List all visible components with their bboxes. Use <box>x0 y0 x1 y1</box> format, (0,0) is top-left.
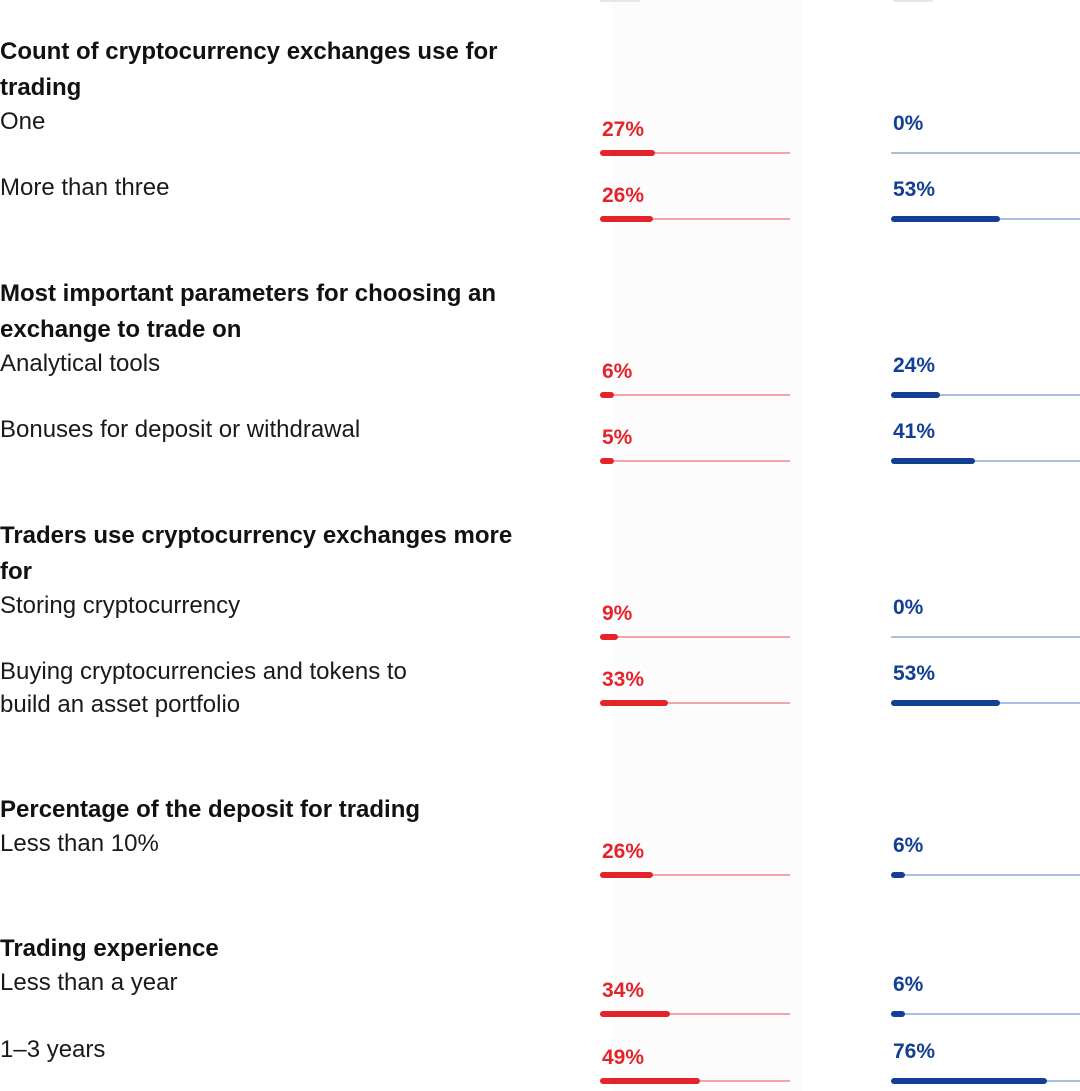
bar <box>891 392 941 398</box>
bar <box>600 1078 701 1084</box>
bar-track <box>600 218 790 220</box>
row-label: Bonuses for deposit or withdrawal <box>0 416 361 443</box>
bar-track <box>600 874 790 876</box>
bar <box>600 872 654 878</box>
column-background <box>612 0 802 1091</box>
group-heading: Most important parameters for choosing a… <box>0 280 497 343</box>
data-label: 53% <box>893 662 936 685</box>
row-label: 1–3 years <box>0 1036 106 1063</box>
data-label: 24% <box>893 354 936 377</box>
data-label: 53% <box>893 178 936 201</box>
bar <box>891 458 976 464</box>
bar-track <box>600 1013 790 1015</box>
bar <box>891 1011 905 1017</box>
data-label: 9% <box>602 602 633 625</box>
data-label: 0% <box>893 596 924 619</box>
bar <box>600 700 668 706</box>
bar-track <box>600 152 790 154</box>
bar <box>891 872 905 878</box>
bar <box>600 1011 670 1017</box>
row-label: Storing cryptocurrency <box>0 592 241 619</box>
row-label: More than three <box>0 174 170 201</box>
bar <box>600 458 614 464</box>
data-label: 49% <box>602 1046 645 1069</box>
bar-track <box>891 636 1080 638</box>
bar-track <box>600 636 790 638</box>
data-label: 0% <box>893 112 924 135</box>
bar-track <box>891 874 1080 876</box>
bar-track <box>891 1013 1080 1015</box>
row-label: Buying cryptocurrencies and tokens to bu… <box>0 658 407 718</box>
bar-track <box>600 394 790 396</box>
data-label: 26% <box>602 840 645 863</box>
bar <box>600 216 654 222</box>
data-label: 6% <box>602 360 633 383</box>
row-label: One <box>0 108 46 135</box>
bar-track <box>600 702 790 704</box>
group-heading: Percentage of the deposit for trading <box>0 796 421 823</box>
data-label: 27% <box>602 118 645 141</box>
bar-track <box>891 394 1080 396</box>
bar <box>891 700 1000 706</box>
data-label: 26% <box>602 184 645 207</box>
group-heading: Trading experience <box>0 935 219 962</box>
bar-track <box>891 152 1080 154</box>
bar <box>600 634 619 640</box>
data-label: 5% <box>602 426 633 449</box>
data-label: 76% <box>893 1040 936 1063</box>
group-heading: Traders use cryptocurrency exchanges mor… <box>0 522 513 585</box>
bar <box>891 1078 1047 1084</box>
bar-track <box>600 460 790 462</box>
data-label: 6% <box>893 973 924 996</box>
row-label: Less than a year <box>0 969 178 996</box>
column-header-b-edge <box>893 0 933 2</box>
bar <box>600 150 656 156</box>
group-heading: Count of cryptocurrency exchanges use fo… <box>0 38 498 101</box>
column-header-a-edge <box>600 0 640 2</box>
data-label: 34% <box>602 979 645 1002</box>
data-label: 33% <box>602 668 645 691</box>
data-label: 6% <box>893 834 924 857</box>
data-label: 41% <box>893 420 936 443</box>
row-label: Analytical tools <box>0 350 161 377</box>
bar-track <box>891 460 1080 462</box>
bar <box>600 392 614 398</box>
bar <box>891 216 1000 222</box>
row-label: Less than 10% <box>0 830 159 857</box>
